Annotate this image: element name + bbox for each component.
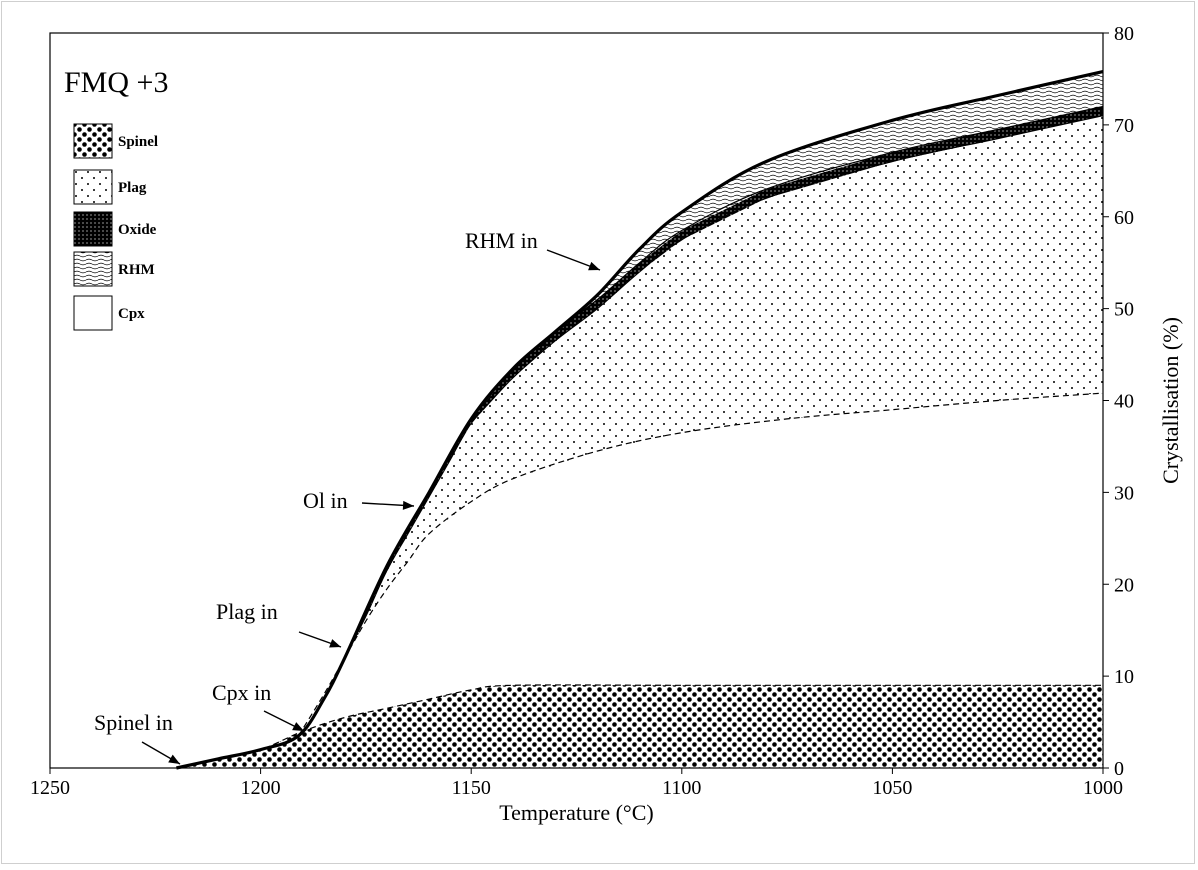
y-tick-label: 10	[1114, 666, 1134, 688]
legend-swatch-spinel	[73, 123, 113, 159]
total-line	[176, 70, 1104, 770]
annotation-rhm-in: RHM in	[465, 228, 601, 271]
rhm-area	[344, 71, 1103, 658]
x-axis: 1250 1200 1150 1100 1050 1000	[30, 768, 1123, 799]
y-tick-label: 0	[1114, 758, 1124, 780]
y-tick-label: 30	[1114, 482, 1134, 504]
x-tick-label: 1000	[1083, 777, 1123, 799]
y-tick-label: 70	[1114, 115, 1134, 137]
cpx-line	[297, 392, 1104, 737]
x-tick-label: 1250	[30, 777, 70, 799]
plot-lines	[176, 70, 1104, 770]
legend-label-rhm: RHM	[118, 262, 155, 278]
y-tick-label: 40	[1114, 391, 1134, 413]
annotation-label: RHM in	[465, 228, 538, 253]
x-tick-label: 1050	[872, 777, 912, 799]
legend-label-plag: Plag	[118, 180, 147, 196]
annotation-arrow-head	[588, 261, 600, 271]
x-axis-label: Temperature (°C)	[499, 800, 653, 825]
legend-swatch-plag	[73, 169, 113, 205]
plag-area	[344, 115, 1103, 658]
legend-label-spinel: Spinel	[118, 134, 158, 150]
y-tick-label: 50	[1114, 299, 1134, 321]
annotation-cpx-in: Cpx in	[212, 680, 305, 732]
annotations: Spinel in Cpx in Plag in Ol in RHM in	[94, 228, 601, 765]
annotation-arrow-head	[402, 500, 414, 510]
legend-label-oxide: Oxide	[118, 222, 157, 238]
legend-swatch-cpx	[73, 295, 113, 331]
annotation-label: Cpx in	[212, 680, 271, 705]
annotation-arrow-head	[292, 722, 304, 731]
x-tick-label: 1100	[662, 777, 701, 799]
annotation-label: Plag in	[216, 599, 278, 624]
plag-line	[344, 115, 1104, 659]
plot-areas	[176, 71, 1103, 768]
spinel-line	[176, 684, 1103, 769]
y-axis-label: Crystallisation (%)	[1158, 317, 1183, 484]
y-tick-label: 20	[1114, 574, 1134, 596]
y-tick-label: 80	[1114, 23, 1134, 45]
legend: Spinel Plag Oxide RHM Cpx	[73, 123, 158, 331]
legend-label-cpx: Cpx	[118, 306, 145, 322]
legend-swatch-oxide	[73, 211, 113, 247]
x-tick-label: 1150	[452, 777, 491, 799]
annotation-plag-in: Plag in	[216, 599, 342, 648]
chart-title: FMQ +3	[64, 66, 168, 99]
annotation-label: Ol in	[303, 488, 348, 513]
annotation-label: Spinel in	[94, 710, 173, 735]
x-tick-label: 1200	[241, 777, 281, 799]
annotation-arrow-head	[329, 639, 341, 648]
spinel-area	[176, 684, 1103, 768]
annotation-arrow-head	[168, 754, 180, 764]
legend-swatch-rhm	[73, 251, 113, 287]
y-axis: 0 10 20 30 40 50 60 70 80	[1103, 23, 1134, 780]
annotation-ol-in: Ol in	[303, 488, 415, 513]
annotation-spinel-in: Spinel in	[94, 710, 181, 765]
y-tick-label: 60	[1114, 207, 1134, 229]
